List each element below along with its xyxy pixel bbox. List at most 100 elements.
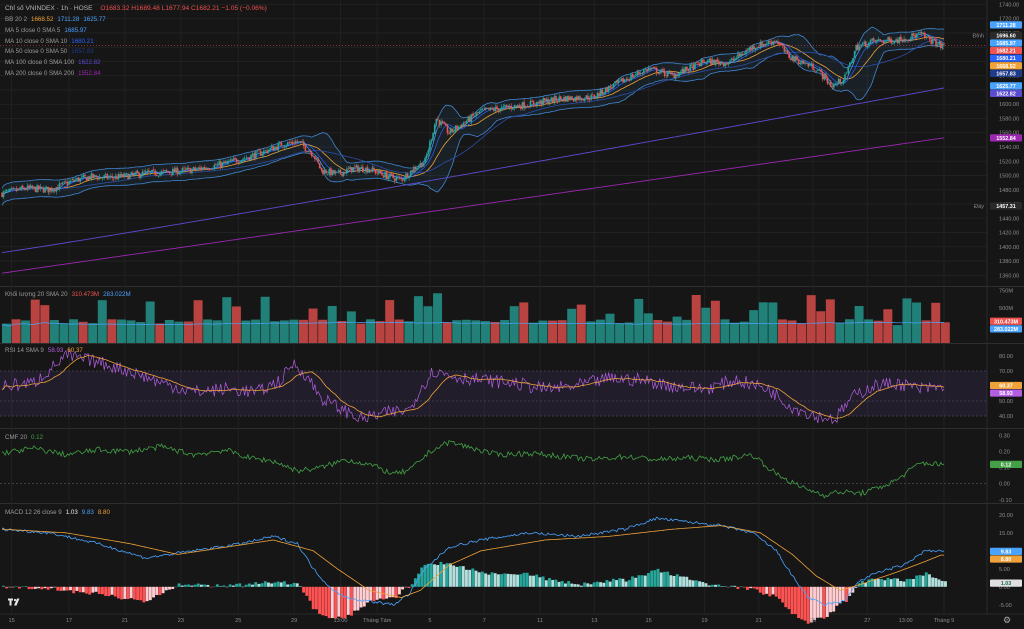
candle-body (15, 188, 18, 191)
candle-body (26, 185, 29, 190)
candle-body (545, 99, 548, 101)
tradingview-logo-icon[interactable] (7, 597, 21, 607)
legend-row[interactable]: CMF 20 0.12 (5, 434, 47, 441)
macd-hist-bar (538, 577, 542, 587)
legend-row[interactable]: MA 200 close 0 SMA 200 1552.84 (5, 70, 105, 77)
candle-body (702, 59, 704, 62)
macd-hist-bar (928, 574, 931, 587)
candles (1, 29, 945, 199)
legend-row[interactable]: Khối lượng 20 SMA 20 310.473M 283.022M (5, 291, 135, 298)
candle-body (773, 41, 776, 42)
macd-hist-bar (819, 586, 823, 618)
candle-body (291, 141, 294, 144)
macd-hist-bar (586, 583, 590, 587)
candle-body (706, 60, 709, 63)
volume-bar (720, 319, 730, 343)
legend-value: 1711.28 (57, 16, 80, 23)
candle-body (833, 84, 835, 88)
candle-body (623, 79, 626, 83)
candle-body (374, 170, 377, 174)
legend-row[interactable]: MA 100 close 0 SMA 100 1622.82 (5, 59, 105, 66)
candle-body (85, 176, 88, 181)
candle-body (659, 72, 661, 74)
macd-hist-bar (314, 586, 318, 610)
candle-body (104, 174, 107, 175)
volume-bar (356, 323, 366, 343)
candle-body (906, 40, 909, 41)
macd-signal-line (1, 525, 944, 599)
candle-body (818, 69, 821, 71)
macd-hist-bar (736, 586, 740, 589)
candle-body (57, 187, 59, 190)
candle-body (473, 116, 476, 117)
candle-body (271, 146, 273, 149)
candle-body (855, 45, 857, 51)
candle-body (213, 164, 216, 169)
candle-body (275, 146, 278, 150)
y-tick-label: 1580.00 (999, 116, 1019, 122)
macd-hist-bar (669, 575, 673, 587)
macd-hist-bar (324, 586, 328, 617)
candle-body (68, 181, 70, 185)
candle-body (13, 188, 16, 189)
macd-hist-bar (110, 586, 114, 595)
macd-hist-bar (892, 578, 896, 587)
y-tick-label: 0.30 (999, 433, 1010, 439)
macd-hist-bar (37, 586, 41, 589)
candle-body (302, 141, 305, 147)
volume-bar (710, 300, 720, 343)
legend-row[interactable]: MA 5 close 0 SMA 5 1685.97 (5, 27, 91, 34)
candle-body (50, 188, 53, 192)
y-tick-label: 1480.00 (999, 188, 1019, 194)
volume-bar (88, 323, 98, 343)
x-tick-label: 5 (428, 618, 431, 624)
legend-value: 283.022M (103, 291, 131, 298)
legend-row[interactable]: MA 10 close 0 SMA 10 1680.21 (5, 38, 98, 45)
candle-body (880, 41, 883, 42)
macd-hist-bar (276, 581, 280, 587)
legend-row[interactable]: BB 20 2 1668.52 1711.28 1625.77 (5, 16, 110, 23)
candle-body (119, 174, 121, 177)
candle-body (39, 186, 42, 189)
candle-body (350, 167, 353, 172)
macd-hist-bar (602, 582, 606, 587)
macd-hist-bar (302, 586, 306, 593)
volume-bar (557, 320, 567, 343)
macd-hist-bar (838, 586, 842, 604)
candle-body (914, 35, 917, 38)
macd-hist-bar (506, 573, 510, 587)
macd-hist-bar (244, 584, 248, 587)
candle-body (299, 141, 302, 143)
macd-badge-label: 9.83 (1001, 549, 1012, 555)
candle-body (801, 61, 803, 64)
candle-body (443, 123, 446, 125)
macd-hist-bar (8, 586, 12, 588)
candle-body (73, 179, 75, 181)
symbol-title[interactable]: Chỉ số VNINDEX · 1h · HOSE (5, 5, 93, 12)
legend-row[interactable]: RSI 14 SMA 9 58.93 60.37 (5, 347, 87, 354)
volume-bar (490, 321, 500, 343)
candle-body (805, 63, 808, 64)
candle-body (528, 106, 530, 108)
legend-row[interactable]: MACD 12 26 close 9 1.03 9.83 8.80 (5, 509, 114, 516)
candle-body (128, 174, 131, 179)
candle-body (215, 164, 217, 166)
volume-bar (528, 322, 538, 343)
gear-icon[interactable]: ⚙ (1003, 615, 1012, 625)
macd-hist-bar (17, 586, 21, 589)
macd-hist-bar (790, 586, 794, 615)
candle-body (66, 182, 69, 186)
macd-hist-bar (899, 580, 903, 587)
legend-row[interactable]: MA 50 close 0 SMA 50 1657.83 (5, 48, 98, 55)
candle-body (334, 171, 337, 174)
candle-body (884, 40, 886, 43)
candle-body (550, 97, 553, 102)
macd-hist-bar (560, 580, 564, 587)
rsi-badge (990, 381, 1022, 390)
macd-hist-bar (238, 583, 242, 587)
macd-hist-bar (426, 563, 430, 587)
candle-body (320, 167, 323, 170)
x-tick-label: 15 (646, 618, 652, 624)
candle-body (775, 40, 778, 42)
